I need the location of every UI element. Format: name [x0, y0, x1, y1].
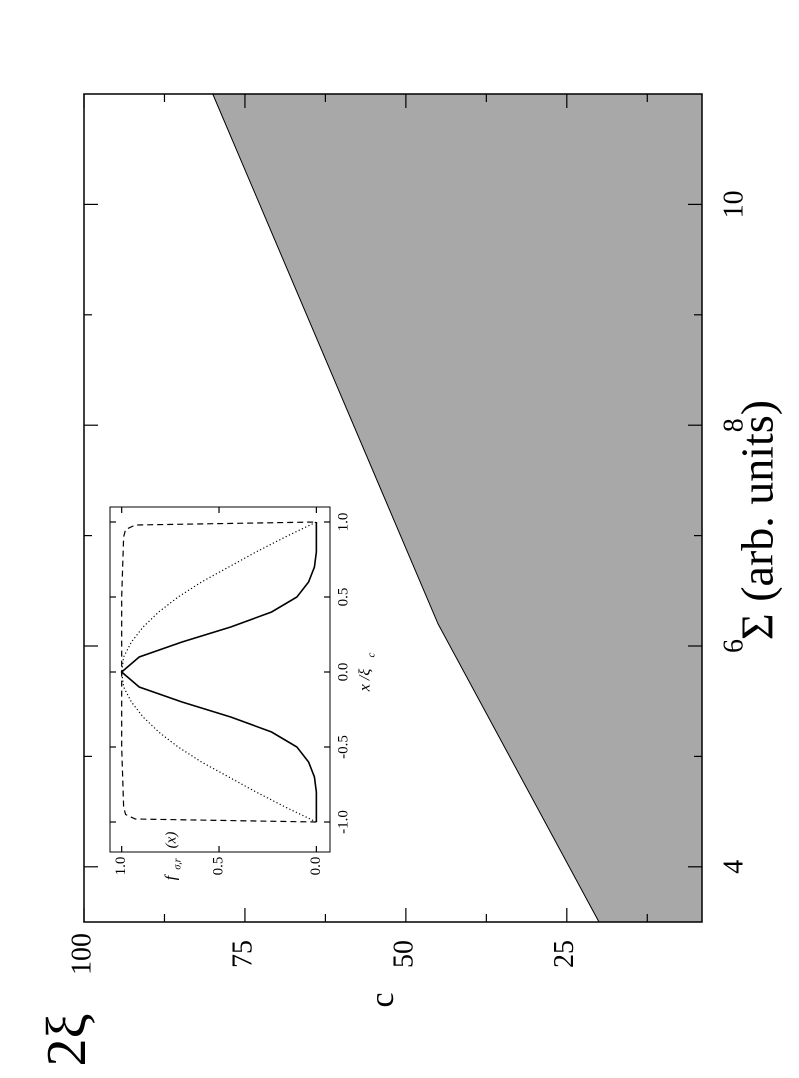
y-tick-label: 0.5	[210, 857, 226, 876]
area	[212, 94, 702, 922]
x-axis-label: Σ (arb. units)	[732, 400, 783, 640]
line-dotted	[121, 521, 317, 823]
x-tick-label: 10	[718, 190, 749, 218]
y-tick-label: 1.0	[113, 857, 129, 876]
x-tick-label: 1.0	[335, 513, 351, 532]
inset-x-label: x /ξ	[357, 669, 374, 693]
x-tick-label: 0.0	[335, 663, 351, 682]
line-dashed	[121, 521, 317, 823]
inset-x-label-sub: c	[366, 652, 378, 657]
inset-y-label-tail: (x)	[163, 832, 179, 849]
y-tick-label: 25	[549, 940, 580, 968]
plot-border	[83, 93, 703, 923]
x-tick-label: 8	[718, 418, 749, 432]
inset-y-label: f	[163, 873, 180, 880]
boundary-line	[212, 93, 600, 923]
inset-y-label-sub: σ,r	[172, 858, 183, 869]
x-tick-label: -1.0	[335, 810, 351, 834]
x-tick-label: -0.5	[335, 735, 351, 759]
plot-border	[109, 506, 331, 853]
y-tick-label: 0.0	[308, 857, 324, 876]
x-tick-label: 0.5	[335, 588, 351, 607]
x-tick-label: 6	[718, 639, 749, 653]
y-axis-label-sub: c	[364, 992, 401, 1007]
y-tick-label: 75	[227, 940, 258, 968]
plot-frame	[110, 507, 330, 852]
y-axis-label: 2ξ	[36, 1014, 98, 1067]
y-tick-label: 100	[66, 933, 97, 975]
x-tick-label: 4	[718, 860, 749, 874]
y-tick-label: 50	[388, 940, 419, 968]
